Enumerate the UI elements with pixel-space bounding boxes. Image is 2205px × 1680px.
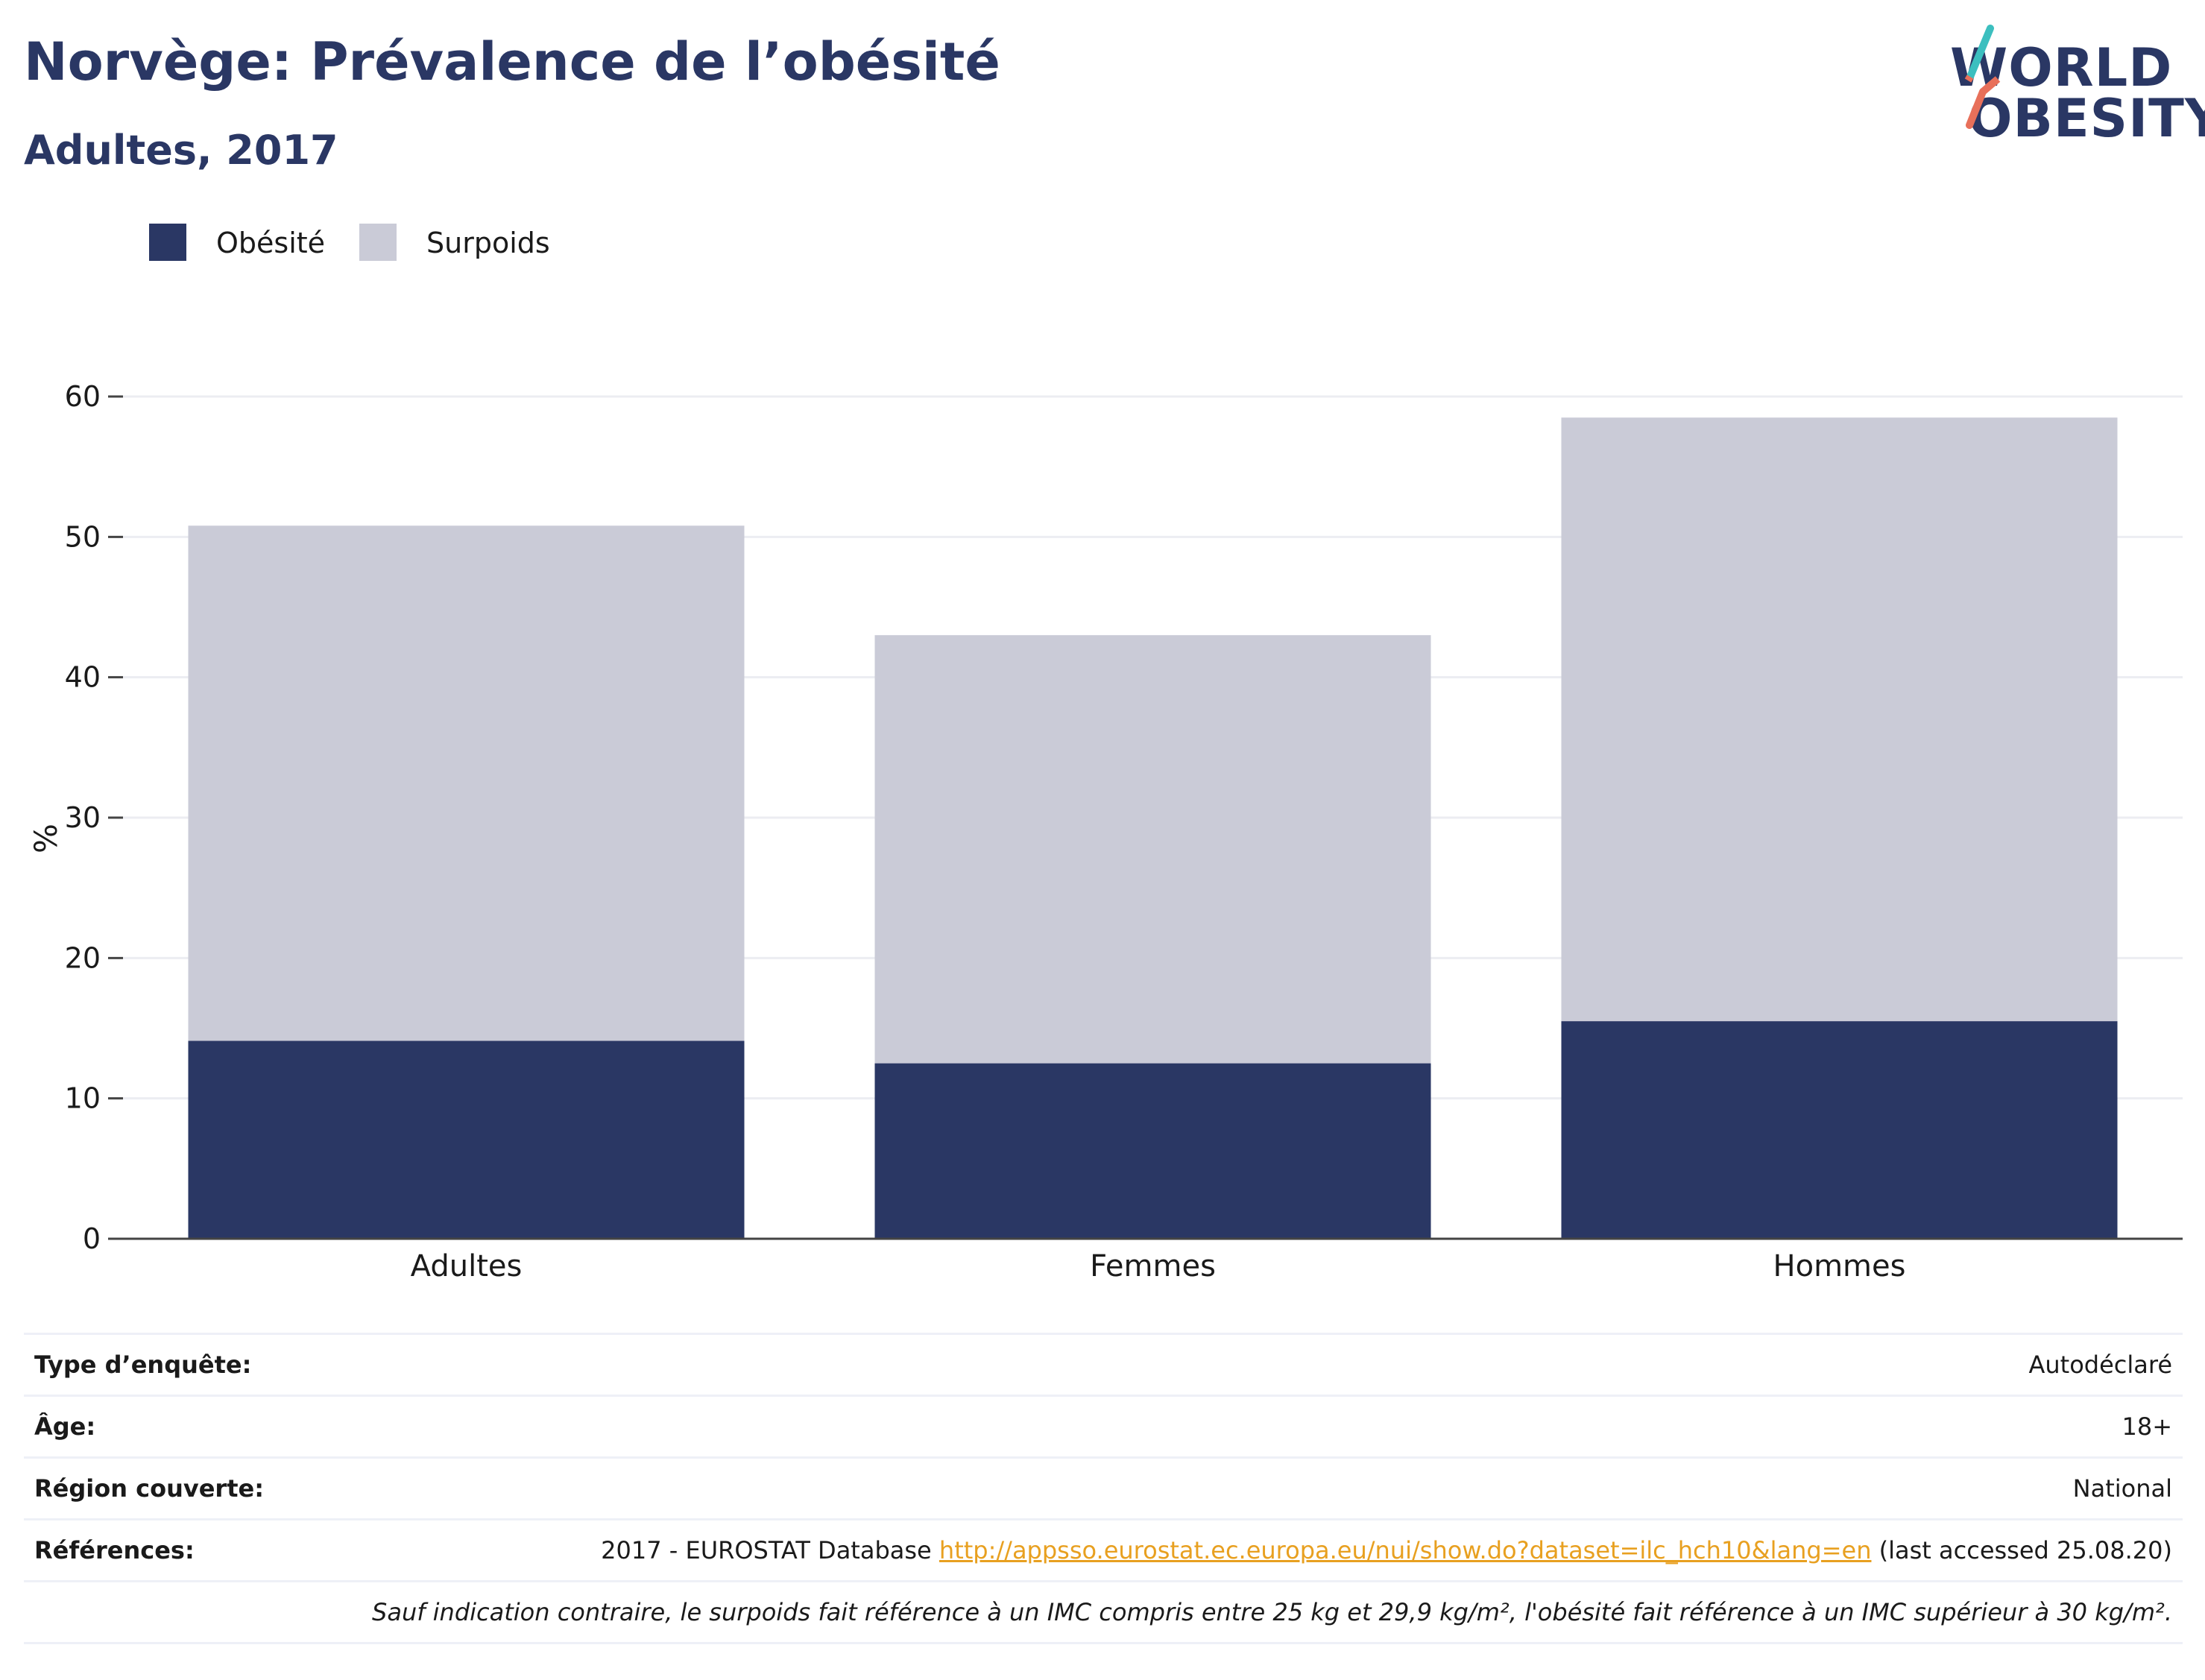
y-axis-label: % — [28, 824, 64, 853]
y-tick-label: 0 — [83, 1222, 101, 1255]
logo-line2: OBESITY — [1968, 88, 2205, 149]
x-tick-label: Femmes — [1090, 1249, 1216, 1283]
table-row: Références: 2017 - EUROSTAT Database htt… — [24, 1518, 2183, 1582]
x-tick-label: Adultes — [411, 1249, 523, 1283]
x-tick-label: Hommes — [1773, 1249, 1906, 1283]
reference-link[interactable]: http://appsso.eurostat.ec.europa.eu/nui/… — [939, 1536, 1872, 1564]
reference-suffix: (last accessed 25.08.20) — [1871, 1536, 2172, 1564]
y-tick-label: 20 — [65, 941, 101, 974]
table-row: Type d’enquête: Autodéclaré — [24, 1333, 2183, 1396]
legend-swatch-obesite — [149, 224, 186, 261]
table-row: Région couverte: National — [24, 1456, 2183, 1520]
reference-prefix: 2017 - EUROSTAT Database — [601, 1536, 939, 1564]
survey-info-table: Type d’enquête: Autodéclaré Âge: 18+ Rég… — [24, 1333, 2183, 1644]
info-key-survey-type: Type d’enquête: — [24, 1333, 417, 1396]
bmi-definition-note: Sauf indication contraire, le surpoids f… — [24, 1580, 2183, 1644]
legend-swatch-surpoids — [359, 224, 397, 261]
bar-obesite-hommes — [1561, 1021, 2118, 1239]
bar-surpoids-femmes — [874, 635, 1431, 1064]
y-tick-label: 10 — [65, 1082, 101, 1115]
y-tick-label: 50 — [65, 520, 101, 553]
info-key-references: Références: — [24, 1518, 417, 1582]
legend-label-surpoids: Surpoids — [426, 227, 550, 259]
bar-surpoids-adultes — [188, 525, 745, 1041]
info-value-survey-type: Autodéclaré — [417, 1333, 2183, 1396]
info-value-age: 18+ — [417, 1395, 2183, 1458]
table-row: Sauf indication contraire, le surpoids f… — [24, 1580, 2183, 1644]
bar-surpoids-hommes — [1561, 417, 2118, 1022]
logo-slash-icon — [1964, 25, 2001, 129]
bar-obesite-adultes — [188, 1040, 745, 1239]
bar-obesite-femmes — [874, 1063, 1431, 1239]
world-obesity-logo: WORLD OBESITY — [1938, 21, 2205, 162]
info-value-region: National — [417, 1456, 2183, 1520]
legend-label-obesite: Obésité — [216, 227, 326, 259]
page-subtitle: Adultes, 2017 — [24, 127, 338, 174]
info-value-references: 2017 - EUROSTAT Database http://appsso.e… — [417, 1518, 2183, 1582]
bar-chart: 0 10 20 30 40 50 60 Adultes Femmes Hommes — [65, 380, 2183, 1283]
table-row: Âge: 18+ — [24, 1395, 2183, 1458]
page-title: Norvège: Prévalence de l’obésité — [24, 31, 1000, 92]
info-key-age: Âge: — [24, 1395, 417, 1458]
y-tick-label: 60 — [65, 380, 101, 413]
info-key-region: Région couverte: — [24, 1456, 417, 1520]
y-tick-label: 30 — [65, 801, 101, 834]
y-tick-label: 40 — [65, 661, 101, 694]
